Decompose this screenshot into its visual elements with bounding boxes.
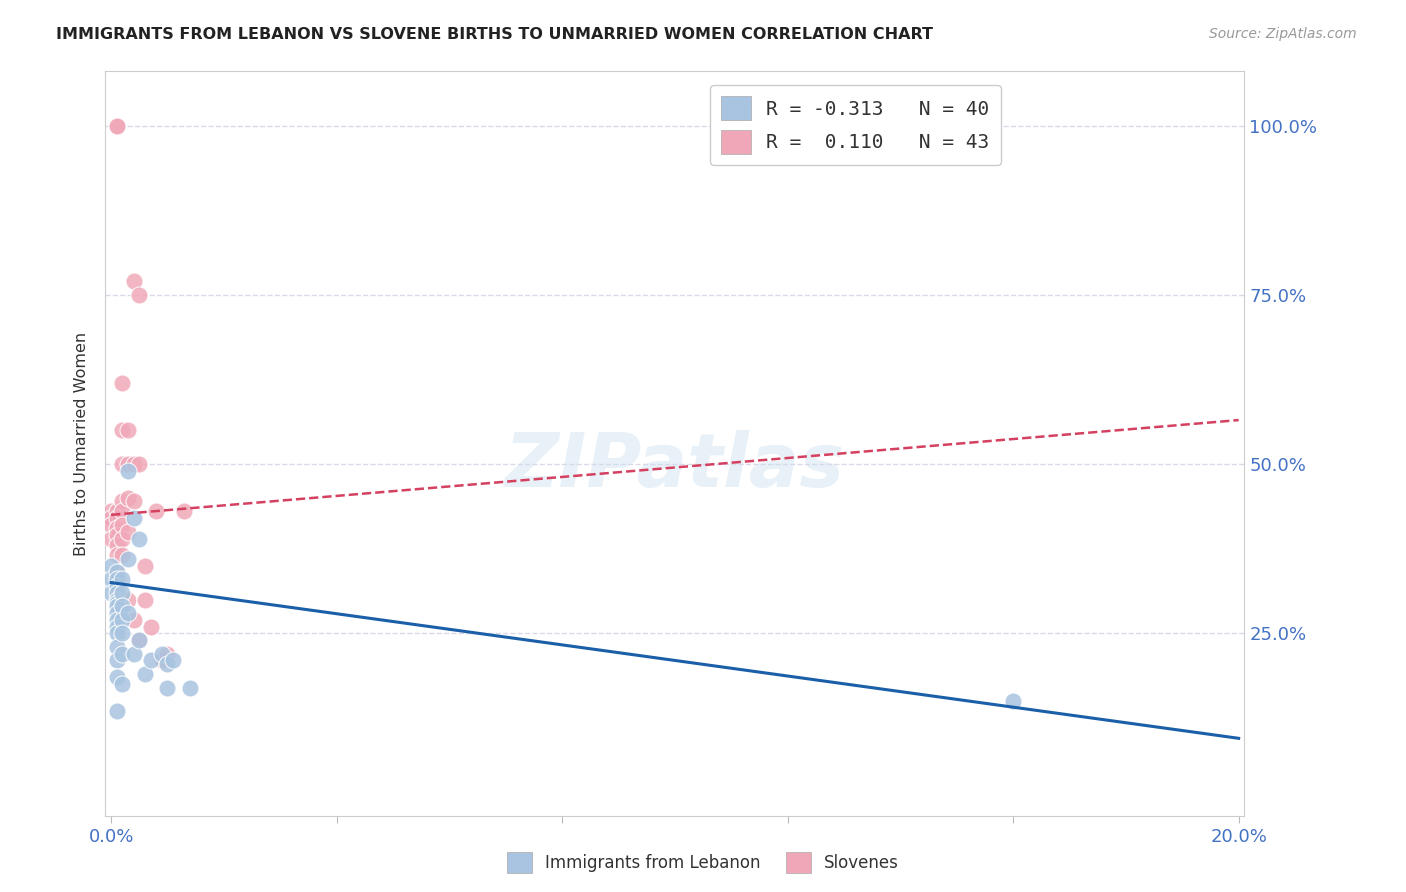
Point <box>105 653 128 667</box>
Point <box>122 494 145 508</box>
Point <box>105 626 128 640</box>
Point <box>105 119 128 133</box>
Text: IMMIGRANTS FROM LEBANON VS SLOVENE BIRTHS TO UNMARRIED WOMEN CORRELATION CHART: IMMIGRANTS FROM LEBANON VS SLOVENE BIRTH… <box>56 27 934 42</box>
Point <box>111 586 134 600</box>
Point <box>105 670 128 684</box>
Point <box>111 549 134 563</box>
Point <box>111 504 134 518</box>
Point <box>156 647 179 661</box>
Point <box>117 464 139 478</box>
Point <box>111 647 134 661</box>
Point <box>128 633 150 648</box>
Point <box>122 511 145 525</box>
Point <box>105 579 128 593</box>
Point <box>122 613 145 627</box>
Point <box>139 653 162 667</box>
Point <box>105 566 128 580</box>
Point <box>100 558 122 573</box>
Point <box>117 524 139 539</box>
Point <box>128 633 150 648</box>
Point <box>105 572 128 586</box>
Point <box>105 586 128 600</box>
Point <box>105 606 128 620</box>
Point <box>100 572 122 586</box>
Point <box>134 592 156 607</box>
Point <box>100 504 122 518</box>
Point <box>128 457 150 471</box>
Point <box>105 613 128 627</box>
Point <box>1002 694 1025 708</box>
Point <box>139 619 162 633</box>
Y-axis label: Births to Unmarried Women: Births to Unmarried Women <box>75 332 90 556</box>
Point <box>134 558 156 573</box>
Point <box>150 647 173 661</box>
Point <box>134 667 156 681</box>
Point <box>111 677 134 691</box>
Point <box>105 599 128 614</box>
Point <box>117 491 139 505</box>
Legend: Immigrants from Lebanon, Slovenes: Immigrants from Lebanon, Slovenes <box>501 846 905 880</box>
Point <box>111 599 134 614</box>
Point <box>105 586 128 600</box>
Point <box>100 586 122 600</box>
Point <box>105 521 128 535</box>
Point <box>156 657 179 671</box>
Point <box>105 596 128 610</box>
Point <box>105 528 128 542</box>
Point <box>105 549 128 563</box>
Point <box>128 287 150 301</box>
Point <box>117 457 139 471</box>
Point <box>117 552 139 566</box>
Point <box>111 423 134 437</box>
Point <box>150 653 173 667</box>
Text: Source: ZipAtlas.com: Source: ZipAtlas.com <box>1209 27 1357 41</box>
Point <box>111 518 134 533</box>
Point <box>105 511 128 525</box>
Point <box>145 504 167 518</box>
Point <box>117 592 139 607</box>
Point <box>156 681 179 695</box>
Point <box>122 647 145 661</box>
Point <box>128 532 150 546</box>
Point <box>105 504 128 518</box>
Point <box>111 376 134 390</box>
Point <box>117 423 139 437</box>
Point <box>105 575 128 590</box>
Point <box>162 653 184 667</box>
Text: ZIPatlas: ZIPatlas <box>505 430 845 502</box>
Point <box>100 518 122 533</box>
Point <box>105 566 128 580</box>
Point <box>111 457 134 471</box>
Point <box>111 572 134 586</box>
Point <box>100 511 122 525</box>
Point <box>105 619 128 633</box>
Point <box>122 274 145 288</box>
Point <box>117 606 139 620</box>
Legend: R = -0.313   N = 40, R =  0.110   N = 43: R = -0.313 N = 40, R = 0.110 N = 43 <box>710 85 1001 165</box>
Point <box>105 640 128 654</box>
Point <box>105 704 128 718</box>
Point <box>173 504 195 518</box>
Point <box>111 613 134 627</box>
Point <box>111 532 134 546</box>
Point <box>111 494 134 508</box>
Point <box>105 592 128 607</box>
Point <box>122 457 145 471</box>
Point <box>105 119 128 133</box>
Point <box>105 538 128 552</box>
Point <box>111 592 134 607</box>
Point <box>100 532 122 546</box>
Point <box>179 681 201 695</box>
Point <box>111 626 134 640</box>
